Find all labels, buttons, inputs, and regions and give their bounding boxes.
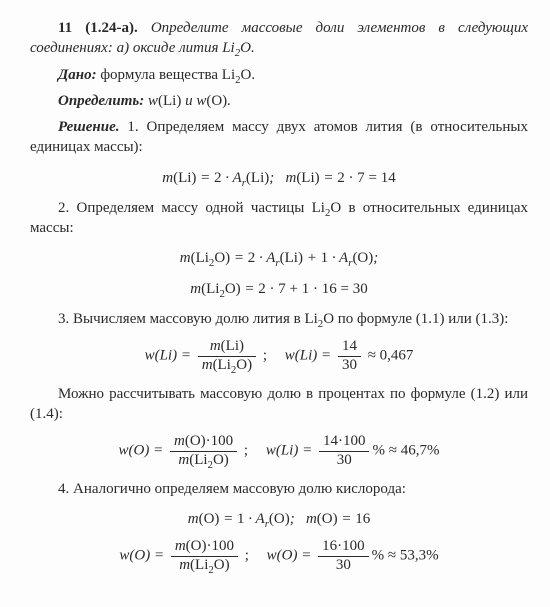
eq6-num2: 16·100: [318, 539, 369, 557]
problem-number: 11 (1.24-а).: [58, 20, 138, 36]
eq6-tail: % ≈ 53,3%: [372, 548, 439, 564]
eq4-frac2: 14·100 30: [319, 434, 370, 469]
eq3-den2: 30: [338, 357, 361, 374]
given-text: формула вещества Li2O.: [97, 67, 256, 83]
eq3-tail: ≈ 0,467: [368, 348, 414, 364]
eq3-lhs2: w(Li) =: [285, 348, 331, 364]
step-4: 4. Аналогично определяем массовую долю к…: [30, 479, 528, 499]
equation-4: w(O) = m(O)·100 m(Li2O) ; w(Li) = 14·100…: [30, 434, 528, 469]
equation-5: m(O) = 1 · Ar(O); m(O) = 16: [30, 509, 528, 529]
step-3-text: 3. Вычисляем массовую долю лития в Li2O …: [58, 311, 508, 327]
problem-title: 11 (1.24-а). Определите массовые доли эл…: [30, 18, 528, 59]
eq6-sep: ;: [245, 548, 249, 564]
eq3-den1: m(Li2O): [198, 357, 256, 374]
eq4-num2: 14·100: [319, 434, 370, 452]
mid-text: Можно рассчитывать массовую долю в проце…: [30, 384, 528, 425]
eq6-frac1: m(O)·100 m(Li2O): [171, 539, 238, 574]
eq3-sep: ;: [263, 348, 267, 364]
eq6-den2: 30: [318, 557, 369, 574]
eq3-frac1: m(Li) m(Li2O): [198, 339, 256, 374]
eq4-sep: ;: [244, 443, 248, 459]
eq4-lhs1: w(O) =: [119, 443, 164, 459]
given-label: Дано:: [58, 67, 97, 83]
eq3-frac2: 14 30: [338, 339, 361, 374]
equation-1: m(Li) = 2 · Ar(Li); m(Li) = 2 · 7 = 14: [30, 168, 528, 188]
eq3-num2: 14: [338, 339, 361, 357]
determine-text: w(Li) и w(O).: [144, 93, 231, 109]
eq4-num1: m(O)·100: [170, 434, 237, 452]
eq4-frac1: m(O)·100 m(Li2O): [170, 434, 237, 469]
step-1: Решение. 1. Определяем массу двух атомов…: [30, 117, 528, 158]
solution-label: Решение.: [58, 119, 120, 135]
equation-2a: m(Li2O) = 2 · Ar(Li) + 1 · Ar(O);: [30, 248, 528, 268]
step-3: 3. Вычисляем массовую долю лития в Li2O …: [30, 309, 528, 329]
eq6-num1: m(O)·100: [171, 539, 238, 557]
eq6-den1: m(Li2O): [171, 557, 238, 574]
eq4-lhs2: w(Li) =: [266, 443, 312, 459]
step-2-text: 2. Определяем массу одной частицы Li2O в…: [30, 200, 528, 236]
eq6-lhs1: w(O) =: [119, 548, 164, 564]
eq3-num1: m(Li): [198, 339, 256, 357]
eq6-lhs2: w(O) =: [267, 548, 312, 564]
eq4-den2: 30: [319, 452, 370, 469]
eq4-tail: % ≈ 46,7%: [372, 443, 439, 459]
step-2: 2. Определяем массу одной частицы Li2O в…: [30, 198, 528, 239]
equation-2b: m(Li2O) = 2 · 7 + 1 · 16 = 30: [30, 279, 528, 299]
equation-6: w(O) = m(O)·100 m(Li2O) ; w(O) = 16·100 …: [30, 539, 528, 574]
eq4-den1: m(Li2O): [170, 452, 237, 469]
determine-line: Определить: w(Li) и w(O).: [30, 91, 528, 111]
eq6-frac2: 16·100 30: [318, 539, 369, 574]
given-line: Дано: формула вещества Li2O.: [30, 65, 528, 85]
eq3-lhs1: w(Li) =: [145, 348, 191, 364]
determine-label: Определить:: [58, 93, 144, 109]
equation-3: w(Li) = m(Li) m(Li2O) ; w(Li) = 14 30 ≈ …: [30, 339, 528, 374]
